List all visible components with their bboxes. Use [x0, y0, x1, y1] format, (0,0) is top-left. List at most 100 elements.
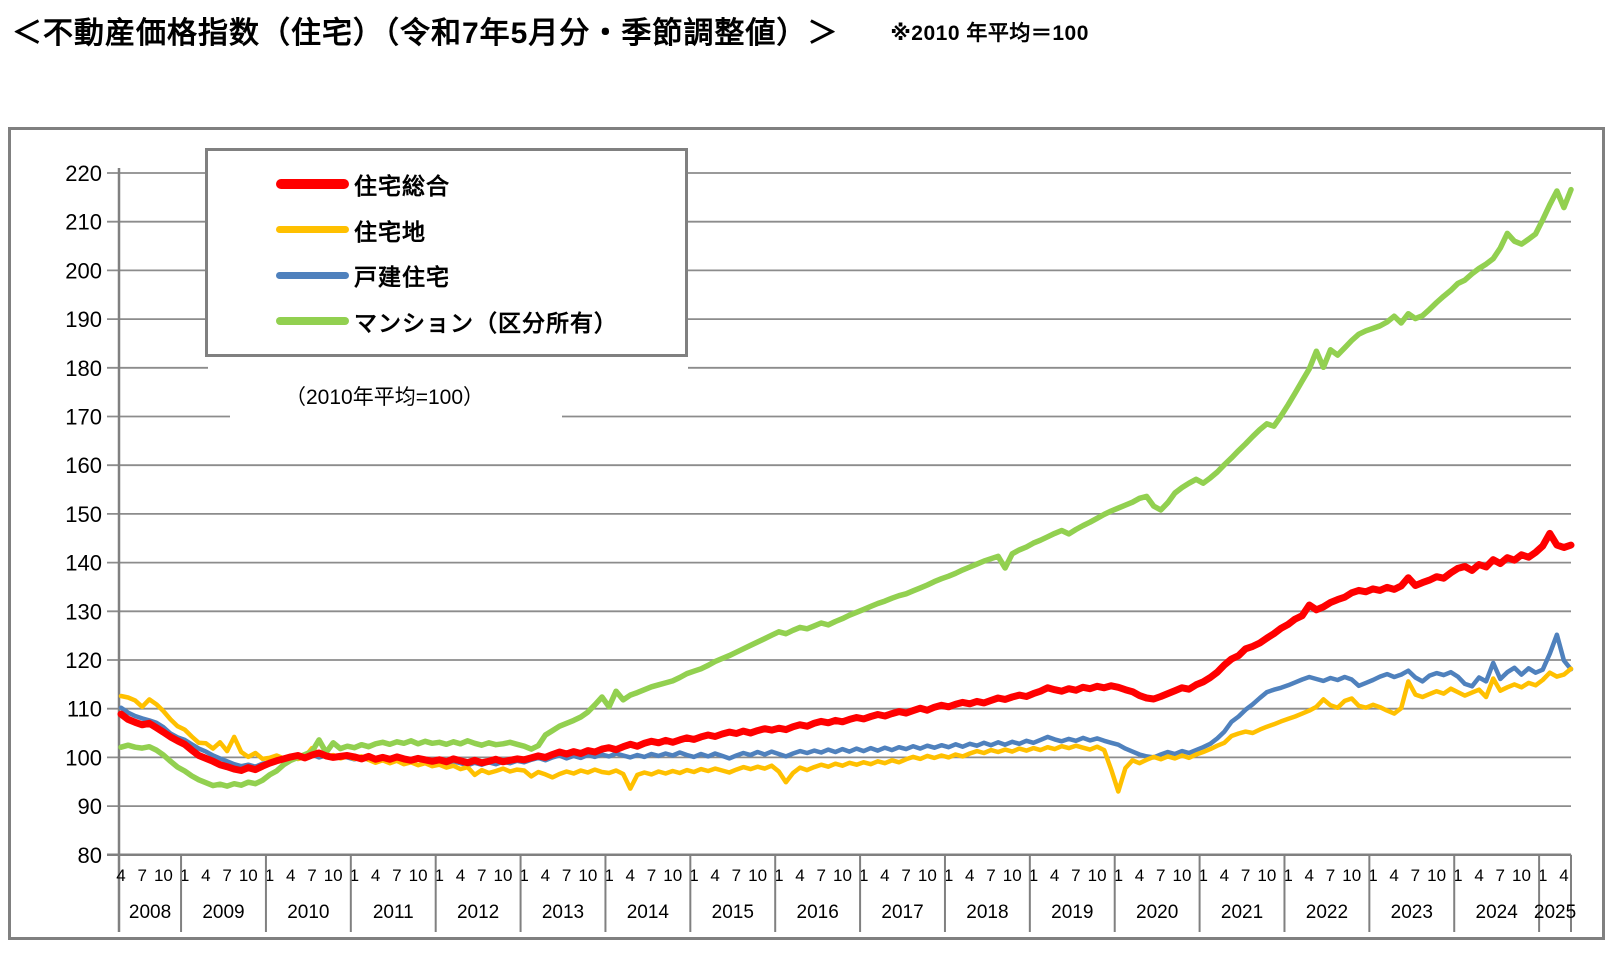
month-tick-label: 1	[519, 866, 528, 885]
legend-label: マンション（区分所有）	[354, 310, 618, 337]
y-tick-label-110: 110	[67, 697, 102, 722]
y-tick-label-130: 130	[65, 599, 102, 624]
legend-item-residential-land: 住宅地	[276, 213, 685, 247]
legend-label: 戸建住宅	[354, 264, 450, 291]
y-tick-label-150: 150	[65, 502, 102, 527]
year-label-2015: 2015	[712, 902, 754, 923]
month-tick-label: 7	[1156, 866, 1165, 885]
residential-land-line-swatch	[276, 226, 349, 234]
month-tick-label: 1	[435, 866, 444, 885]
month-tick-label: 10	[833, 866, 852, 885]
month-tick-label: 10	[1088, 866, 1107, 885]
month-tick-label: 1	[774, 866, 783, 885]
y-tick-label-90: 90	[78, 794, 102, 819]
y-tick-label-170: 170	[65, 405, 102, 430]
year-label-2022: 2022	[1306, 902, 1348, 923]
month-tick-label: 7	[1326, 866, 1335, 885]
month-tick-label: 4	[1389, 866, 1398, 885]
month-tick-label: 1	[689, 866, 698, 885]
month-tick-label: 4	[371, 866, 380, 885]
month-tick-label: 7	[1496, 866, 1505, 885]
year-label-2013: 2013	[542, 902, 584, 923]
month-tick-label: 7	[1411, 866, 1420, 885]
condominium-line-swatch	[276, 317, 349, 326]
month-tick-label: 10	[1427, 866, 1446, 885]
series-line-residential-total	[117, 529, 1575, 774]
year-label-2017: 2017	[881, 902, 923, 923]
residential-total-line-swatch	[276, 178, 349, 189]
month-tick-label: 10	[324, 866, 343, 885]
page-header: ＜不動産価格指数（住宅）（令和7年5月分・季節調整値）＞ ※2010 年平均＝10…	[12, 8, 1089, 52]
series-line-condominium	[118, 186, 1574, 789]
month-tick-label: 1	[1453, 866, 1462, 885]
detached-house-line-swatch	[276, 271, 349, 279]
month-tick-label: 7	[562, 866, 571, 885]
legend-item-condominium: マンション（区分所有）	[276, 304, 685, 338]
month-tick-label: 4	[201, 866, 210, 885]
y-tick-label-200: 200	[65, 258, 102, 283]
year-label-2025: 2025	[1534, 902, 1576, 923]
month-tick-label: 10	[1512, 866, 1531, 885]
series-line-residential-land	[118, 666, 1574, 794]
year-label-2019: 2019	[1051, 902, 1093, 923]
month-tick-label: 1	[180, 866, 189, 885]
legend-grid-mask	[208, 360, 688, 374]
month-tick-label: 10	[239, 866, 258, 885]
y-tick-label-140: 140	[65, 551, 102, 576]
month-tick-label: 7	[1241, 866, 1250, 885]
month-tick-label: 4	[1559, 866, 1568, 885]
month-tick-label: 4	[286, 866, 295, 885]
month-tick-label: 10	[748, 866, 767, 885]
month-tick-label: 7	[1071, 866, 1080, 885]
month-tick-label: 4	[626, 866, 635, 885]
month-tick-label: 4	[456, 866, 465, 885]
month-tick-label: 4	[541, 866, 550, 885]
year-label-2020: 2020	[1136, 902, 1178, 923]
month-tick-label: 10	[409, 866, 428, 885]
month-tick-label: 1	[1029, 866, 1038, 885]
month-tick-label: 4	[1050, 866, 1059, 885]
year-label-2009: 2009	[202, 902, 244, 923]
legend-item-residential-total: 住宅総合	[276, 167, 685, 201]
year-label-2024: 2024	[1476, 902, 1519, 923]
month-tick-label: 1	[350, 866, 359, 885]
month-tick-label: 10	[1173, 866, 1192, 885]
year-label-2012: 2012	[457, 902, 499, 923]
month-tick-label: 7	[137, 866, 146, 885]
y-tick-label-190: 190	[65, 307, 102, 332]
y-tick-label-210: 210	[65, 210, 102, 235]
month-tick-label: 10	[663, 866, 682, 885]
month-tick-label: 7	[307, 866, 316, 885]
base-year-note: ※2010 年平均＝100	[890, 22, 1089, 45]
month-tick-label: 7	[817, 866, 826, 885]
month-tick-label: 1	[859, 866, 868, 885]
month-tick-label: 7	[222, 866, 231, 885]
y-tick-label-180: 180	[65, 356, 102, 381]
month-tick-label: 7	[732, 866, 741, 885]
legend-label: 住宅地	[354, 218, 426, 245]
year-label-2014: 2014	[627, 902, 670, 923]
month-tick-label: 1	[944, 866, 953, 885]
y-tick-label-220: 220	[65, 161, 102, 186]
year-label-2008: 2008	[129, 902, 171, 923]
chart-legend: 住宅総合 住宅地 戸建住宅 マンション（区分所有）	[205, 148, 688, 357]
month-tick-label: 1	[1538, 866, 1547, 885]
month-tick-label: 4	[965, 866, 974, 885]
month-tick-label: 7	[647, 866, 656, 885]
month-tick-label: 4	[1474, 866, 1483, 885]
year-label-2011: 2011	[373, 902, 414, 923]
page-title: ＜不動産価格指数（住宅）（令和7年5月分・季節調整値）＞	[12, 17, 839, 50]
month-tick-label: 4	[710, 866, 719, 885]
month-tick-label: 7	[392, 866, 401, 885]
month-tick-label: 4	[880, 866, 889, 885]
month-tick-label: 1	[1198, 866, 1207, 885]
month-tick-label: 4	[1220, 866, 1229, 885]
month-tick-label: 4	[795, 866, 804, 885]
month-tick-label: 10	[1003, 866, 1022, 885]
year-label-2010: 2010	[287, 902, 329, 923]
month-tick-label: 10	[918, 866, 937, 885]
month-tick-label: 10	[578, 866, 597, 885]
month-tick-label: 4	[1135, 866, 1144, 885]
